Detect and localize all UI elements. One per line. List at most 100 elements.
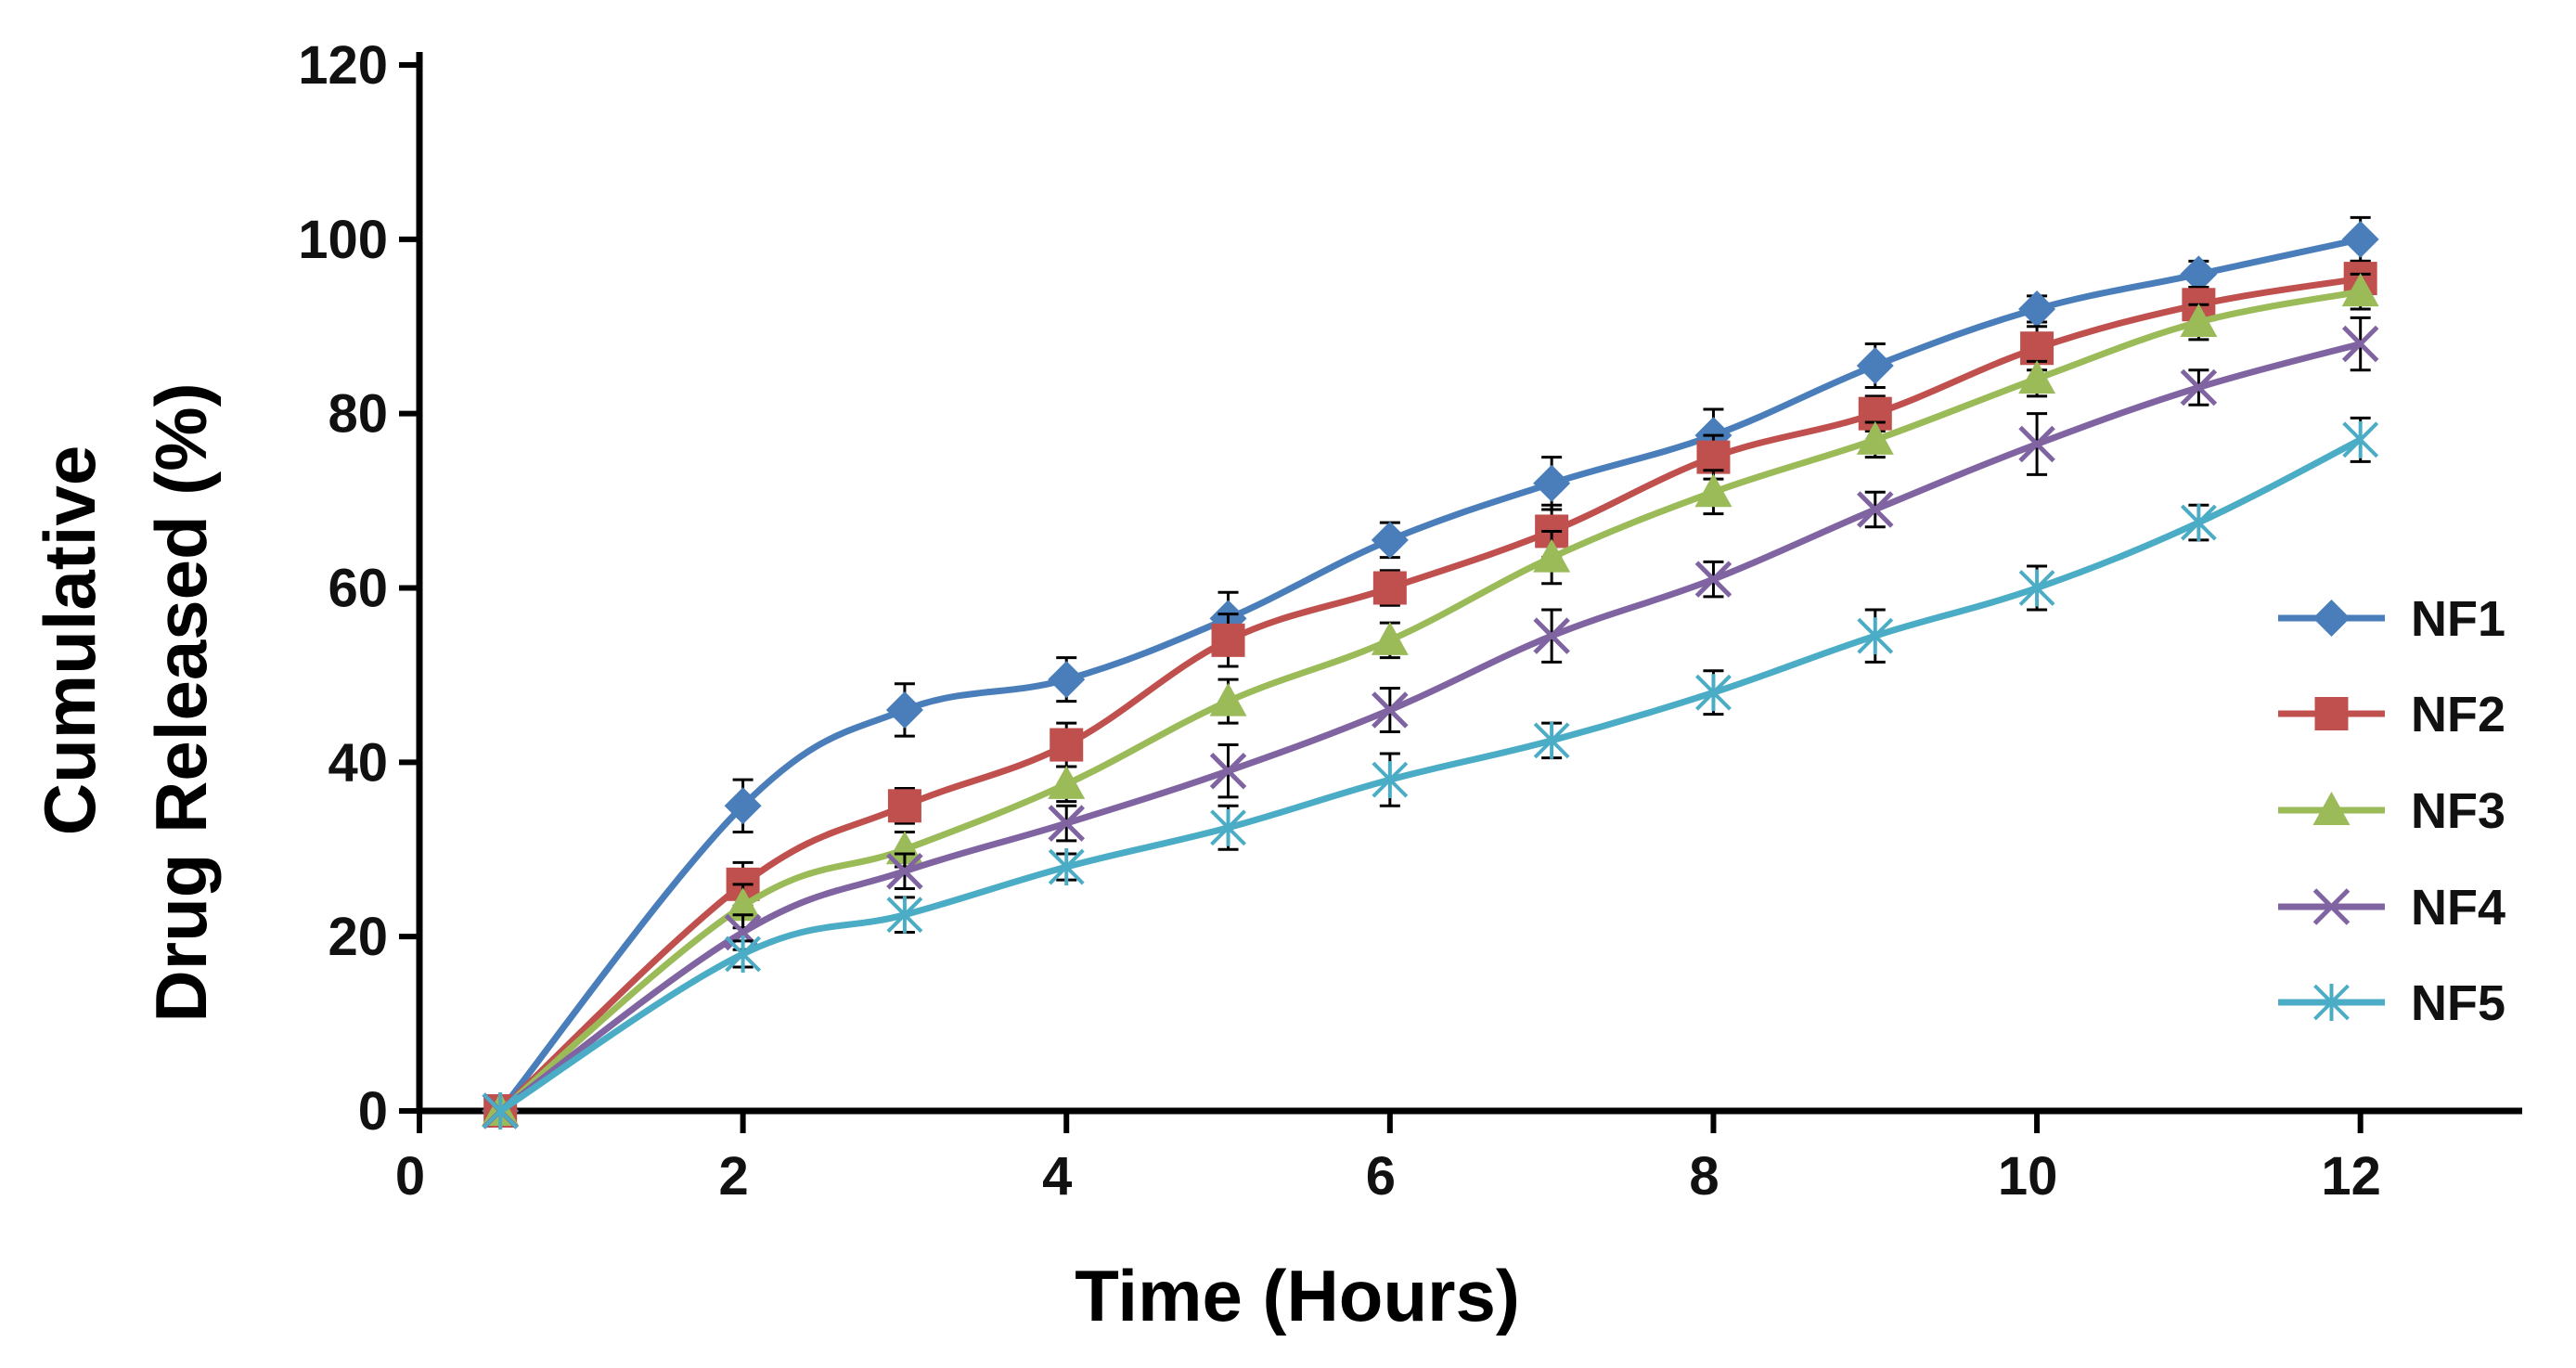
y-axis-ticks: 0 20 40 60 80 100 120 — [298, 35, 419, 1142]
data-point — [885, 690, 923, 729]
x-marker-stroke — [2018, 425, 2055, 463]
x-tick-label: 0 — [395, 1146, 425, 1207]
data-point — [1048, 805, 1085, 842]
legend-label: NF5 — [2411, 975, 2505, 1031]
x-tick-label: 10 — [1998, 1146, 2058, 1207]
data-point — [1050, 728, 1084, 762]
x-axis-ticks: 0 2 4 6 8 10 12 — [395, 1111, 2381, 1207]
y-tick-label: 80 — [328, 384, 388, 445]
data-point — [2342, 420, 2379, 458]
data-point — [1533, 721, 1570, 759]
series-nf4 — [482, 316, 2379, 1129]
legend-label: NF3 — [2411, 783, 2505, 839]
x-marker-stroke — [886, 852, 923, 890]
data-point — [2180, 368, 2218, 407]
y-tick-label: 60 — [328, 559, 388, 619]
data-point — [2018, 569, 2055, 607]
data-point — [886, 896, 923, 934]
data-point — [1372, 571, 1407, 605]
legend-label: NF4 — [2411, 880, 2505, 936]
data-point — [1694, 561, 1732, 598]
data-point — [1696, 440, 1731, 474]
data-point — [1210, 808, 1246, 846]
series-line — [498, 436, 2363, 1114]
legend-item-nf3: NF3 — [2278, 783, 2505, 839]
legend-marker — [2312, 600, 2351, 637]
series-line — [497, 236, 2362, 1114]
data-point — [482, 1092, 519, 1129]
y-axis-title: Cumulative Drug Released (%) — [29, 382, 222, 1022]
data-point — [1694, 473, 1732, 508]
data-point — [1209, 682, 1247, 716]
data-point — [2341, 220, 2379, 258]
legend-marker — [2312, 888, 2351, 925]
x-marker-stroke — [1209, 752, 1247, 790]
data-point — [725, 935, 762, 973]
legend: NF1 NF2 NF3 NF4 NF5 — [2278, 591, 2505, 1031]
data-point — [1533, 617, 1570, 654]
data-point — [2018, 360, 2056, 394]
data-point — [1856, 420, 1894, 455]
y-axis-title-line-1: Cumulative — [29, 445, 110, 835]
x-marker-stroke — [2341, 325, 2379, 363]
y-tick-label: 100 — [298, 210, 388, 270]
x-marker-stroke — [2312, 888, 2351, 925]
x-tick-label: 12 — [2321, 1146, 2381, 1207]
x-axis-title: Time (Hours) — [1075, 1255, 1520, 1336]
data-point — [2341, 325, 2379, 363]
series-layer — [482, 215, 2379, 1129]
data-point — [2018, 290, 2056, 328]
data-point — [1209, 752, 1247, 790]
data-point — [2020, 331, 2054, 366]
x-marker-stroke — [1372, 691, 1409, 729]
data-point — [2018, 425, 2055, 463]
legend-marker — [2312, 792, 2351, 825]
data-point — [2341, 273, 2379, 307]
data-point — [2180, 504, 2217, 542]
data-point — [1372, 691, 1409, 729]
y-axis-title-line-2: Drug Released (%) — [140, 382, 222, 1022]
data-point — [1371, 521, 1409, 559]
x-tick-label: 4 — [1042, 1146, 1072, 1207]
x-marker-stroke — [2180, 368, 2218, 407]
data-point — [724, 787, 762, 825]
y-tick-label: 40 — [328, 732, 388, 793]
data-point — [1048, 848, 1085, 886]
legend-marker — [2314, 697, 2349, 730]
data-point — [1048, 661, 1086, 699]
y-tick-label: 120 — [298, 35, 388, 96]
series-nf3 — [482, 272, 2379, 1126]
data-point — [887, 789, 921, 823]
data-point — [1533, 464, 1571, 502]
legend-item-nf5: NF5 — [2278, 975, 2505, 1031]
data-point — [724, 887, 762, 922]
data-point — [886, 852, 923, 890]
series-line — [497, 288, 2362, 1114]
y-tick-label: 0 — [358, 1081, 388, 1142]
data-point — [2180, 303, 2218, 338]
legend-label: NF2 — [2411, 687, 2505, 742]
data-point — [1856, 347, 1894, 385]
y-tick-label: 20 — [328, 907, 388, 967]
x-marker-stroke — [1533, 617, 1570, 654]
data-point — [1533, 538, 1571, 573]
data-point — [1857, 491, 1894, 528]
data-point — [1695, 674, 1732, 712]
data-point — [2180, 255, 2218, 293]
x-marker-stroke — [1694, 561, 1732, 598]
x-marker-stroke — [1048, 805, 1085, 842]
legend-item-nf1: NF1 — [2278, 591, 2505, 647]
x-tick-label: 8 — [1689, 1146, 1719, 1207]
legend-item-nf4: NF4 — [2278, 880, 2505, 936]
data-point — [1371, 621, 1409, 655]
data-point — [1857, 617, 1894, 655]
data-point — [1211, 623, 1245, 657]
series-line — [498, 341, 2362, 1114]
x-marker-stroke — [1857, 491, 1894, 528]
series-nf5 — [482, 416, 2379, 1129]
legend-label: NF1 — [2411, 591, 2505, 647]
data-point — [885, 831, 923, 865]
legend-marker — [2313, 984, 2350, 1021]
